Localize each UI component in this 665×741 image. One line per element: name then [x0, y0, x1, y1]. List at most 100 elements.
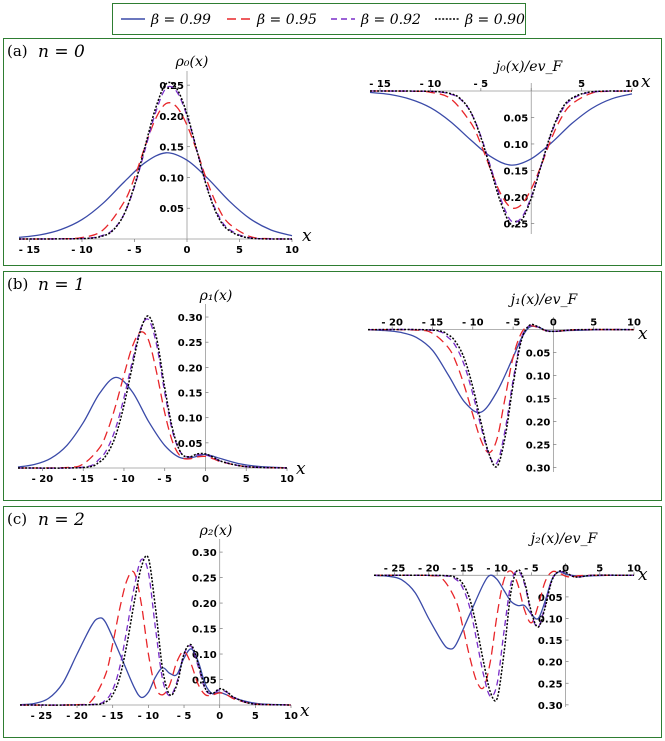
x-tick-label: - 20 — [381, 318, 403, 329]
x-tick-label: - 5 — [177, 711, 192, 722]
chart-1: - 15- 10- 5 0 5 100.050.100.150.200.25ρ₀(x)… — [19, 54, 312, 256]
y-tick-label: 0.05 — [538, 593, 563, 604]
chart-5: - 25- 20- 15- 10- 5 0 5 100.050.100.150.200… — [19, 523, 310, 722]
panel-n-label: n = 2 — [38, 510, 85, 530]
x-axis-label: x — [638, 565, 648, 585]
panel-b: (b) n = 1 - 20 - 15 - 10 - 5 0 5 10 0.05 0.10 0.15 0… — [3, 271, 662, 501]
panel-n-label: n = 1 — [38, 275, 85, 295]
x-tick-label: 0 — [202, 474, 209, 485]
series-line-beta-2 — [19, 570, 292, 706]
series-line-beta-1 — [369, 91, 633, 166]
panel-tag: (a) — [7, 42, 28, 60]
x-tick-label: 5 — [578, 79, 585, 90]
series-line-beta-2 — [367, 324, 635, 454]
series-line-beta-3 — [373, 570, 635, 698]
series-line-beta-3 — [367, 324, 635, 465]
x-axis-label: x — [302, 226, 312, 246]
x-tick-label: - 10 — [113, 474, 135, 485]
series-line-beta-4 — [18, 81, 293, 240]
x-tick-label: 10 — [627, 318, 641, 329]
y-tick-label: 0.30 — [526, 463, 551, 474]
y-tick-label: 0.30 — [192, 548, 217, 559]
panel-a-svg: (a) n = 0 - 15 - 10 - 5 0 5 10 0.05 0.10 0.15 0.20 0… — [7, 42, 651, 256]
y-tick-label: 0.15 — [192, 625, 217, 636]
x-tick-label: 0 — [216, 711, 223, 722]
y-tick-label: 0.10 — [178, 414, 203, 425]
x-tick-label: 5 — [596, 563, 603, 574]
x-tick-label: - 10 — [486, 563, 508, 574]
panel-a: (a) n = 0 - 15 - 10 - 5 0 5 10 0.05 0.10 0.15 0.20 0… — [3, 38, 662, 266]
x-tick-label: 10 — [284, 711, 298, 722]
series-line-beta-1 — [373, 571, 635, 650]
y-tick-label: 0.15 — [538, 636, 563, 647]
x-tick-label: 10 — [285, 245, 299, 256]
x-tick-label: 5 — [243, 474, 250, 485]
y-tick-label: 0.10 — [526, 372, 551, 383]
chart-title: j₁(x)/ev_F — [508, 292, 579, 308]
legend-label-4: β = 0.90 — [464, 12, 525, 28]
series-line-beta-1 — [19, 617, 292, 706]
x-axis-label: x — [300, 701, 310, 721]
y-tick-label: 0.15 — [159, 143, 184, 154]
chart-title: ρ₀(x) — [175, 54, 209, 70]
x-tick-label: - 5 — [524, 563, 539, 574]
panel-tag: (c) — [7, 510, 27, 528]
y-tick-label: 0.05 — [178, 439, 203, 450]
x-tick-label: 0 — [550, 318, 557, 329]
x-tick-label: 10 — [627, 563, 641, 574]
y-tick-label: 0.05 — [159, 204, 184, 215]
y-tick-label: 0.20 — [504, 193, 529, 204]
y-tick-label: 0.25 — [192, 574, 217, 585]
y-tick-label: 0.10 — [504, 140, 529, 151]
chart-title: ρ₁(x) — [199, 288, 233, 304]
series-line-beta-4 — [17, 315, 288, 469]
series-line-beta-4 — [373, 569, 635, 702]
y-tick-label: 0.20 — [526, 417, 551, 428]
series-line-beta-3 — [369, 90, 633, 223]
panel-n-label: n = 0 — [38, 42, 85, 62]
series-line-beta-2 — [18, 102, 293, 240]
x-tick-label: 5 — [590, 318, 597, 329]
x-tick-label: - 10 — [71, 245, 93, 256]
y-tick-label: 0.30 — [538, 701, 563, 712]
x-tick-label: 0 — [562, 563, 569, 574]
x-tick-label: - 15 — [369, 79, 391, 90]
chart-6: - 25 - 20 - 15 - 10 - 5 0 5 10 0.05 0.10 0.15 0.20 0… — [373, 531, 648, 712]
series-line-beta-1 — [18, 152, 293, 239]
y-tick-label: 0.05 — [526, 349, 551, 360]
y-tick-label: 0.10 — [159, 173, 184, 184]
series-line-beta-1 — [17, 376, 288, 469]
series-line-beta-4 — [369, 90, 633, 227]
x-tick-label: - 20 — [32, 474, 54, 485]
chart-4: - 20 - 15 - 10 - 5 0 5 10 0.05 0.10 0.15 0.20 0.25 0… — [367, 292, 648, 474]
series-line-beta-4 — [19, 554, 292, 706]
series-line-beta-3 — [19, 558, 292, 706]
x-tick-label: - 10 — [420, 79, 442, 90]
chart-3: - 20 - 15 - 10 - 5 0 5 10 0.05 0.10 0.15 0.20 0.25 0… — [17, 288, 306, 485]
x-tick-label: 10 — [625, 79, 639, 90]
y-tick-label: 0.05 — [504, 113, 529, 124]
x-tick-label: - 5 — [157, 474, 172, 485]
y-tick-label: 0.25 — [178, 338, 203, 349]
x-tick-label: - 15 — [102, 711, 124, 722]
x-axis-label: x — [641, 72, 651, 92]
series-line-beta-4 — [367, 323, 635, 468]
panel-b-svg: (b) n = 1 - 20 - 15 - 10 - 5 0 5 10 0.05 0.10 0.15 0… — [7, 275, 648, 485]
y-tick-label: 0.20 — [538, 658, 563, 669]
legend-label-1: β = 0.99 — [150, 12, 211, 28]
x-tick-label: 10 — [280, 474, 294, 485]
series-line-beta-2 — [17, 331, 288, 469]
x-tick-label: - 10 — [138, 711, 160, 722]
legend: β = 0.99 β = 0.95 β = 0.92 β = 0.90 — [112, 3, 526, 35]
y-tick-label: 0.20 — [159, 112, 184, 123]
x-tick-label: - 20 — [418, 563, 440, 574]
x-tick-label: - 15 — [72, 474, 94, 485]
panel-c-svg: (c) n = 2 - 25 - 20 - 15 - 10 - 5 0 5 10 0.05 0.10 0… — [7, 510, 648, 722]
chart-title: j₀(x)/ev_F — [493, 59, 564, 75]
y-tick-label: 0.15 — [178, 389, 203, 400]
y-tick-label: 0.20 — [192, 599, 217, 610]
x-tick-label: 0 — [184, 245, 191, 256]
x-tick-label: - 20 — [66, 711, 88, 722]
y-tick-label: 0.20 — [178, 363, 203, 374]
series-line-beta-3 — [18, 85, 293, 240]
